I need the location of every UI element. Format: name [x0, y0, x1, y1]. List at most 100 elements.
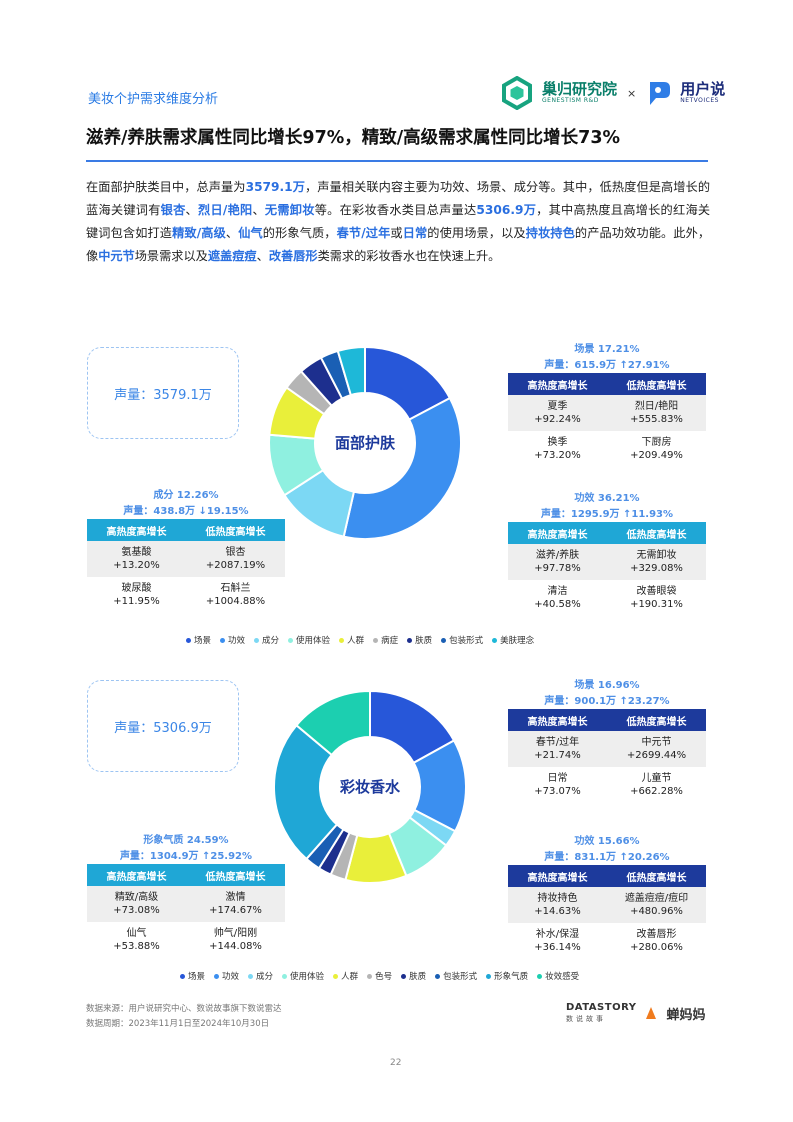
legend-item: 美肤理念: [492, 634, 534, 646]
table-subcaption: 声量：438.8万 ↓19.15%: [123, 506, 249, 517]
legend-label: 场景: [194, 636, 212, 646]
table-header: 高热度高增长: [106, 871, 167, 883]
legend-label: 包装形式: [449, 636, 484, 646]
legend-marker: [186, 637, 191, 643]
paragraph-text: 、: [252, 203, 265, 217]
table-caption: 场景 17.21%: [574, 344, 640, 355]
skincare-ingredient-table: 成分 12.26% 声量：438.8万 ↓19.15% 高热度高增长 低热度高增…: [87, 486, 285, 613]
legend-marker: [401, 973, 407, 979]
legend-marker: [486, 973, 492, 979]
makeup-effect-table: 功效 15.66% 声量：831.1万 ↑20.26% 高热度高增长 低热度高增…: [508, 832, 706, 959]
table-header: 低热度高增长: [626, 872, 687, 884]
legend-label: 包装形式: [443, 972, 478, 982]
datastory-logo: DATASTORY 数说故事: [566, 1002, 637, 1023]
legend-marker: [492, 637, 498, 643]
legend-label: 使用体验: [290, 972, 325, 982]
skincare-donut-chart: 面部护肤: [268, 345, 462, 540]
legend-item: 场景: [180, 970, 205, 982]
chanmama-logo-icon: [646, 1007, 657, 1019]
table-row: 氨基酸 +13.20% 银杏 +2087.19%: [87, 541, 285, 577]
table-row: 日常 +73.07% 儿童节 +662.28%: [534, 773, 683, 797]
makeup-scene-table: 场景 16.96% 声量：900.1万 ↑23.27% 高热度高增长 低热度高增…: [508, 676, 706, 803]
legend-marker: [367, 973, 373, 979]
donut-slice-功效: [342, 396, 462, 540]
paragraph-text: 的形象气质，: [262, 226, 337, 240]
paragraph-text: ，声量相关联内容主要为功效、场景、成分等。其中，低热度但是高增长的蓝海关键词有: [86, 180, 711, 217]
legend-label: 功效: [228, 636, 246, 646]
makeup-legend: 场景 功效 成分 使用体验 人群 色号 肤质 包装形式 形象气质 妆效感受: [180, 970, 579, 982]
chanmama-logo: 蝉妈妈: [666, 1007, 706, 1023]
highlight-keyword: 无需卸妆: [264, 203, 315, 217]
legend-item: 成分: [248, 970, 273, 982]
logo-separator: ×: [627, 86, 637, 100]
paragraph-text: 、: [225, 226, 239, 240]
table-header: 高热度高增长: [527, 716, 588, 728]
makeup-volume: 声量：5306.9万: [114, 720, 212, 736]
donut-slice-美肤理念: [336, 345, 366, 397]
legend-item: 病症: [373, 634, 398, 646]
highlight-keyword: 仙气: [238, 226, 263, 240]
table-row: 玻尿酸 +11.95% 石斛兰 +1004.88%: [113, 583, 266, 607]
makeup-donut-label: 彩妆香水: [339, 778, 401, 796]
paragraph-text: 的使用场景，以及: [427, 226, 526, 240]
legend-item: 包装形式: [441, 634, 483, 646]
paragraph-text: 在面部护肤类目中，总声量为: [86, 180, 246, 194]
highlight-keyword: 烈日/艳阳: [198, 203, 253, 217]
legend-marker: [339, 637, 345, 643]
legend-item: 人群: [333, 970, 358, 982]
table-header: 高热度高增长: [527, 529, 588, 541]
section-label: 美妆个护需求维度分析: [88, 92, 219, 107]
legend-marker: [282, 973, 288, 979]
legend-item: 使用体验: [288, 634, 330, 646]
table-header: 低热度高增长: [626, 380, 687, 392]
table-caption: 功效 15.66%: [574, 836, 640, 847]
page-number: 22: [390, 1058, 402, 1068]
paragraph-text: 、: [185, 203, 198, 217]
table-subcaption: 声量：1295.9万 ↑11.93%: [540, 509, 674, 520]
legend-label: 成分: [256, 972, 274, 982]
highlight-keyword: 改善唇形: [268, 249, 318, 263]
skincare-legend: 场景 功效 成分 使用体验 人群 病症 肤质 包装形式 美肤理念: [186, 634, 534, 646]
highlight-keyword: 日常: [402, 226, 428, 240]
netvoices-logo: 用户说 NETVOICES: [680, 80, 726, 105]
table-header: 高热度高增长: [527, 380, 588, 392]
legend-label: 人群: [341, 972, 359, 982]
legend-item: 肤质: [407, 634, 432, 646]
table-row: 精致/高级 +73.08% 激情 +174.67%: [87, 886, 285, 922]
table-caption: 成分 12.26%: [153, 490, 219, 501]
table-header: 低热度高增长: [626, 529, 687, 541]
page-title: 滋养/养肤需求属性同比增长97%，精致/高级需求属性同比增长73%: [86, 128, 621, 148]
highlight-keyword: 持妆持色: [525, 226, 575, 240]
paragraph-text: 等。在彩妆香水类目总声量达: [314, 203, 477, 217]
legend-label: 成分: [262, 636, 280, 646]
makeup-volume-box: 声量：5306.9万: [87, 680, 239, 772]
intro-paragraph: 在面部护肤类目中，总声量为3579.1万，声量相关联内容主要为功效、场景、成分等…: [86, 176, 710, 268]
skincare-scene-table: 场景 17.21% 声量：615.9万 ↑27.91% 高热度高增长 低热度高增…: [508, 340, 706, 467]
legend-item: 形象气质: [486, 970, 528, 982]
paragraph-text: 或: [390, 226, 403, 240]
legend-label: 妆效感受: [545, 972, 580, 982]
legend-marker: [333, 973, 339, 979]
title-divider: [86, 160, 708, 162]
legend-marker: [373, 637, 379, 643]
legend-item: 成分: [254, 634, 279, 646]
paragraph-text: 类需求的彩妆香水也在快速上升。: [317, 249, 501, 263]
legend-marker: [220, 637, 226, 643]
highlight-keyword: 中元节: [98, 249, 135, 263]
makeup-image-table: 形象气质 24.59% 声量：1304.9万 ↑25.92% 高热度高增长 低热…: [87, 831, 285, 958]
paragraph-text: ，其中高热度且高增长的红海关键词包含如打造: [86, 203, 711, 240]
table-row: 春节/过年 +21.74% 中元节 +2699.44%: [508, 731, 706, 767]
legend-marker: [537, 973, 543, 979]
table-row: 清洁 +40.58% 改善眼袋 +190.31%: [534, 586, 683, 610]
skincare-effect-table: 功效 36.21% 声量：1295.9万 ↑11.93% 高热度高增长 低热度高…: [508, 489, 706, 616]
footer-notes: 数据来源：用户说研究中心、数说故事旗下数说雷达 数据周期：2023年11月1日至…: [86, 1002, 282, 1032]
highlight-keyword: 银杏: [160, 203, 186, 217]
donut-slice-形象气质: [273, 723, 339, 861]
makeup-donut-chart: 彩妆香水: [273, 689, 467, 884]
table-header: 低热度高增长: [205, 526, 266, 538]
legend-label: 形象气质: [494, 972, 529, 982]
table-caption: 场景 16.96%: [574, 680, 640, 691]
genestism-logo: 巢归研究院 GENESTISM R&D: [542, 80, 618, 105]
legend-item: 肤质: [401, 970, 426, 982]
highlight-keyword: 5306.9万: [476, 203, 537, 217]
